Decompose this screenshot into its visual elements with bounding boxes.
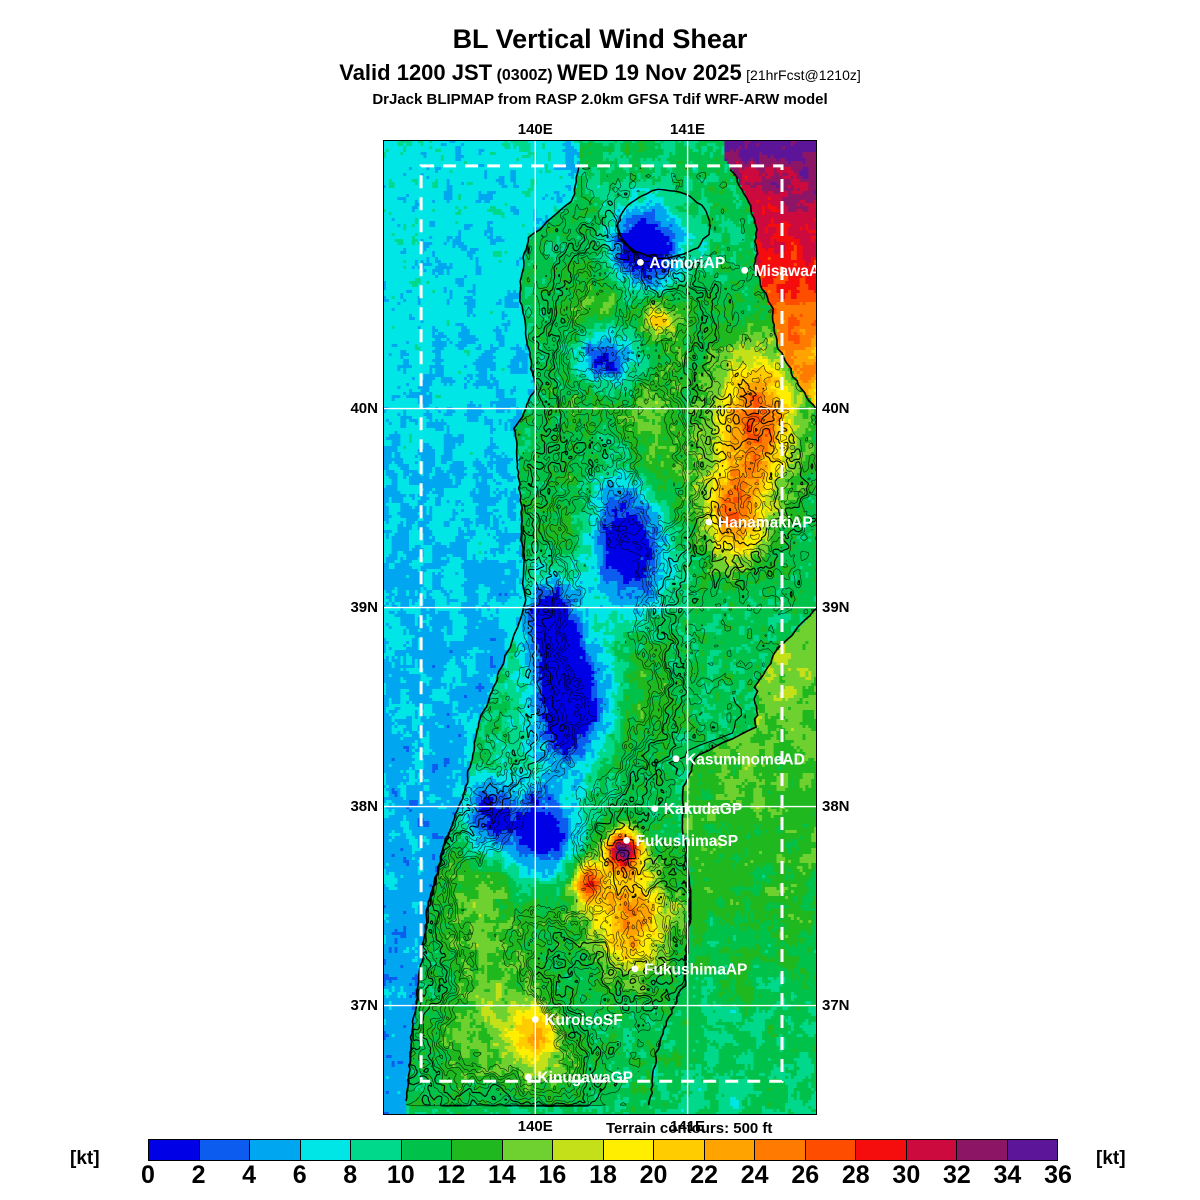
colorbar-band-0 bbox=[149, 1140, 200, 1160]
shear-color-field bbox=[383, 140, 817, 1115]
colorbar-tick-2: 2 bbox=[191, 1161, 206, 1189]
lat-label-right-38: 38N bbox=[822, 797, 850, 815]
station-dot-HanamakiAP[interactable] bbox=[705, 518, 713, 526]
colorbar-tick-6: 6 bbox=[292, 1161, 307, 1189]
wind-shear-map[interactable]: AomoriAP MisawaAD HanamakiAP KasuminomeAD Ka… bbox=[383, 140, 817, 1115]
colorbar-tick-labels: 0 2 4 6 8 10 12 14 16 18 20 22 24 26 28 30 32 34 36 bbox=[141, 1161, 1072, 1193]
page-title: BL Vertical Wind Shear bbox=[452, 24, 748, 54]
domain-boundary-box bbox=[419, 164, 784, 1083]
colorbar-band-2 bbox=[250, 1140, 301, 1160]
lon-label-top-141: 141E bbox=[670, 121, 706, 138]
colorbar-tick-22: 22 bbox=[690, 1161, 719, 1189]
station-label-HanamakiAP: HanamakiAP bbox=[718, 515, 813, 532]
colorbar-tick-18: 18 bbox=[589, 1161, 617, 1189]
lon-label-top-140: 140E bbox=[517, 121, 553, 138]
colorbar-tick-12: 12 bbox=[437, 1161, 466, 1189]
colorbar-tick-10: 10 bbox=[386, 1161, 415, 1189]
lat-label-left-39: 39N bbox=[350, 598, 378, 616]
colorbar-band-17 bbox=[1007, 1140, 1057, 1160]
colorbar-band-6 bbox=[452, 1140, 503, 1160]
station-label-MisawaAD: MisawaAD bbox=[754, 263, 817, 280]
lat-lon-gridlines bbox=[383, 140, 817, 1115]
header: BL Vertical Wind Shear Valid 1200 JST (0… bbox=[0, 0, 1200, 108]
colorbar-band-14 bbox=[856, 1140, 907, 1160]
valid-time: Valid 1200 JST bbox=[339, 60, 493, 85]
colorbar-tick-20: 20 bbox=[639, 1161, 668, 1189]
colorbar-tick-28: 28 bbox=[841, 1161, 870, 1189]
colorbar-tick-8: 8 bbox=[343, 1161, 358, 1189]
colorbar-tick-0: 0 bbox=[141, 1161, 155, 1189]
lat-label-left-38: 38N bbox=[350, 797, 378, 815]
colorbar-band-4 bbox=[351, 1140, 402, 1160]
station-label-KuroisoSF: KuroisoSF bbox=[544, 1012, 622, 1029]
terrain-contour-note: Terrain contours: 500 ft bbox=[606, 1120, 773, 1137]
colorbar-tick-16: 16 bbox=[538, 1161, 567, 1189]
lon-label-bottom-140: 140E bbox=[517, 1118, 553, 1135]
valid-date: WED 19 Nov 2025 bbox=[557, 60, 742, 85]
colorbar-tick-36: 36 bbox=[1044, 1161, 1072, 1189]
map-panel[interactable]: AomoriAP MisawaAD HanamakiAP KasuminomeAD Ka… bbox=[350, 121, 849, 1135]
station-label-KinugawaGP: KinugawaGP bbox=[537, 1070, 633, 1087]
station-dot-KinugawaGP[interactable] bbox=[525, 1073, 532, 1081]
colorbar-band-10 bbox=[654, 1140, 705, 1160]
colorbar-tick-26: 26 bbox=[791, 1161, 820, 1189]
station-dot-KakudaGP[interactable] bbox=[651, 805, 659, 812]
colorbar-tick-14: 14 bbox=[487, 1161, 516, 1189]
colorbar[interactable] bbox=[148, 1139, 1058, 1161]
lat-label-right-40: 40N bbox=[822, 399, 850, 417]
colorbar-unit-left: [kt] bbox=[70, 1148, 100, 1169]
station-dot-FukushimaAP[interactable] bbox=[631, 965, 639, 973]
lat-label-right-39: 39N bbox=[822, 598, 850, 616]
colorbar-band-8 bbox=[553, 1140, 604, 1160]
station-label-KakudaGP: KakudaGP bbox=[664, 801, 742, 818]
coastline bbox=[405, 165, 817, 1106]
colorbar-tick-32: 32 bbox=[942, 1161, 971, 1189]
station-dot-MisawaAD[interactable] bbox=[741, 266, 749, 274]
colorbar-band-1 bbox=[199, 1140, 250, 1160]
colorbar-tick-24: 24 bbox=[740, 1161, 769, 1189]
lon-label-bottom-141: 141E bbox=[670, 1118, 706, 1135]
station-dot-KuroisoSF[interactable] bbox=[531, 1016, 539, 1023]
lat-label-left-37: 37N bbox=[350, 996, 378, 1014]
colorbar-band-15 bbox=[906, 1140, 957, 1160]
station-dot-FukushimaSP[interactable] bbox=[623, 837, 630, 844]
colorbar-band-12 bbox=[755, 1140, 806, 1160]
station-label-FukushimaAP: FukushimaAP bbox=[644, 961, 747, 978]
model-line: DrJack BLIPMAP from RASP 2.0km GFSA Tdif… bbox=[372, 91, 828, 108]
station-label-FukushimaSP: FukushimaSP bbox=[636, 833, 739, 850]
colorbar-band-13 bbox=[805, 1140, 856, 1160]
colorbar-unit-right: [kt] bbox=[1096, 1148, 1126, 1169]
colorbar-band-9 bbox=[603, 1140, 654, 1160]
colorbar-tick-4: 4 bbox=[242, 1161, 257, 1189]
valid-utc: (0300Z) bbox=[496, 67, 553, 84]
station-dot-KasuminomeAD[interactable] bbox=[672, 755, 680, 763]
colorbar-tick-34: 34 bbox=[993, 1161, 1022, 1189]
colorbar-band-3 bbox=[300, 1140, 351, 1160]
colorbar-band-7 bbox=[502, 1140, 553, 1160]
station-markers[interactable]: AomoriAP MisawaAD HanamakiAP KasuminomeAD Ka… bbox=[525, 255, 817, 1087]
valid-line: Valid 1200 JST (0300Z) WED 19 Nov 2025 [… bbox=[0, 62, 1200, 84]
terrain-contour-lines bbox=[406, 167, 817, 1108]
station-label-AomoriAP: AomoriAP bbox=[649, 255, 725, 272]
colorbar-band-5 bbox=[401, 1140, 452, 1160]
lat-label-right-37: 37N bbox=[822, 996, 850, 1014]
station-label-KasuminomeAD: KasuminomeAD bbox=[685, 751, 805, 768]
lat-label-left-40: 40N bbox=[350, 399, 378, 417]
colorbar-band-11 bbox=[704, 1140, 755, 1160]
colorbar-tick-30: 30 bbox=[892, 1161, 921, 1189]
station-dot-AomoriAP[interactable] bbox=[637, 259, 644, 266]
forecast-tag: [21hrFcst@1210z] bbox=[746, 67, 861, 83]
colorbar-band-16 bbox=[957, 1140, 1008, 1160]
